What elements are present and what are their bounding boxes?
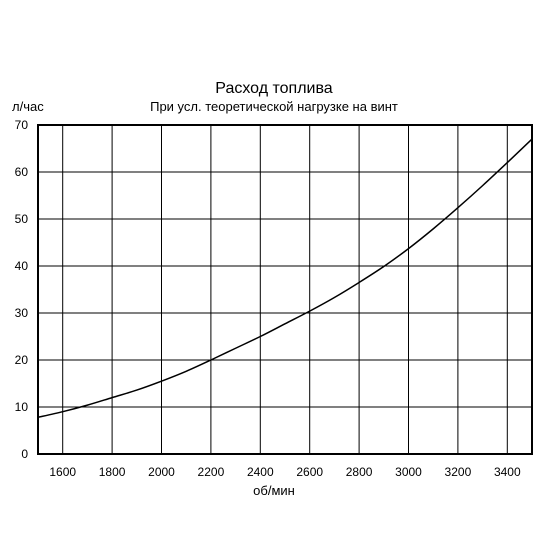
y-axis-label: л/час [12, 99, 44, 114]
series-layer [37, 138, 533, 419]
x-tick-label: 3400 [494, 465, 521, 479]
x-tick-label: 3200 [445, 465, 472, 479]
y-tick-label: 60 [15, 165, 29, 179]
tick-labels: 1600 1800 2000 2200 2400 2600 2800 3000 3200 3400… [15, 118, 521, 479]
x-tick-label: 2000 [148, 465, 175, 479]
y-tick-label: 50 [15, 212, 29, 226]
plot-frame [37, 124, 533, 455]
x-tick-label: 1600 [49, 465, 76, 479]
grid [38, 124, 532, 455]
y-tick-label: 40 [15, 259, 29, 273]
y-tick-label: 10 [15, 400, 29, 414]
x-tick-label: 2400 [247, 465, 274, 479]
y-tick-label: 20 [15, 353, 29, 367]
x-tick-label: 2800 [346, 465, 373, 479]
x-tick-label: 1800 [99, 465, 126, 479]
x-tick-label: 3000 [395, 465, 422, 479]
y-tick-label: 70 [15, 118, 29, 132]
x-tick-label: 2600 [296, 465, 323, 479]
fuel-consumption-line [37, 138, 533, 419]
x-tick-label: 2200 [198, 465, 225, 479]
y-tick-label: 0 [21, 447, 28, 461]
chart-subtitle: При усл. теоретической нагрузке на винт [150, 99, 398, 114]
x-axis-label: об/мин [253, 483, 295, 498]
chart-title: Расход топлива [215, 80, 332, 97]
y-tick-label: 30 [15, 306, 29, 320]
